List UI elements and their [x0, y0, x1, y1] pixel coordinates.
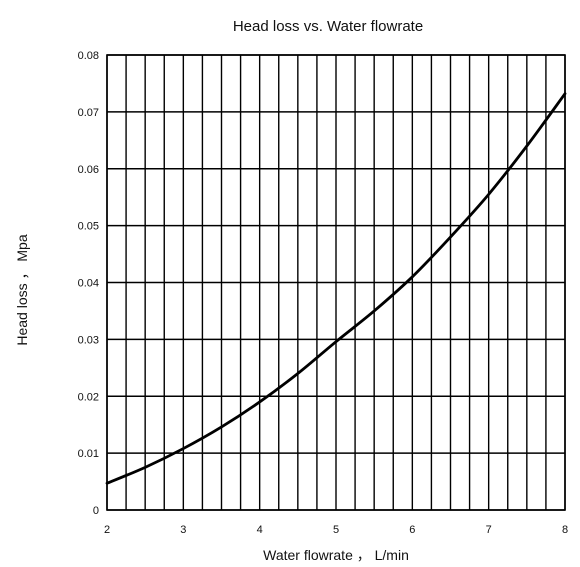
y-tick-label: 0.01 — [78, 448, 99, 460]
y-tick-label: 0.07 — [78, 107, 99, 119]
series-layer — [105, 92, 567, 485]
y-tick-label: 0.04 — [78, 278, 99, 290]
y-axis-label: Head loss ， Mpa — [14, 234, 30, 345]
x-tick-label: 8 — [562, 524, 568, 536]
y-tick-label: 0.03 — [78, 334, 99, 346]
chart-title: Head loss vs. Water flowrate — [233, 18, 423, 35]
x-tick-label: 2 — [104, 524, 110, 536]
x-tick-label: 6 — [409, 524, 415, 536]
x-axis-label: Water flowrate ， L/min — [263, 547, 409, 563]
x-tick-labels: 2 3 4 5 6 7 8 — [104, 524, 568, 536]
grid-lines — [106, 54, 566, 511]
y-tick-labels: 0 0.01 0.02 0.03 0.04 0.05 0.06 0.07 0.08 — [78, 50, 99, 517]
y-tick-label: 0.02 — [78, 391, 99, 403]
y-tick-label: 0.05 — [78, 221, 99, 233]
y-tick-label: 0 — [93, 505, 99, 517]
x-tick-label: 3 — [180, 524, 186, 536]
x-tick-label: 5 — [333, 524, 339, 536]
y-tick-label: 0.08 — [78, 50, 99, 62]
y-tick-label: 0.06 — [78, 164, 99, 176]
series-line — [105, 92, 567, 485]
x-tick-label: 7 — [486, 524, 492, 536]
plot-frame — [106, 54, 566, 511]
x-tick-label: 4 — [257, 524, 263, 536]
